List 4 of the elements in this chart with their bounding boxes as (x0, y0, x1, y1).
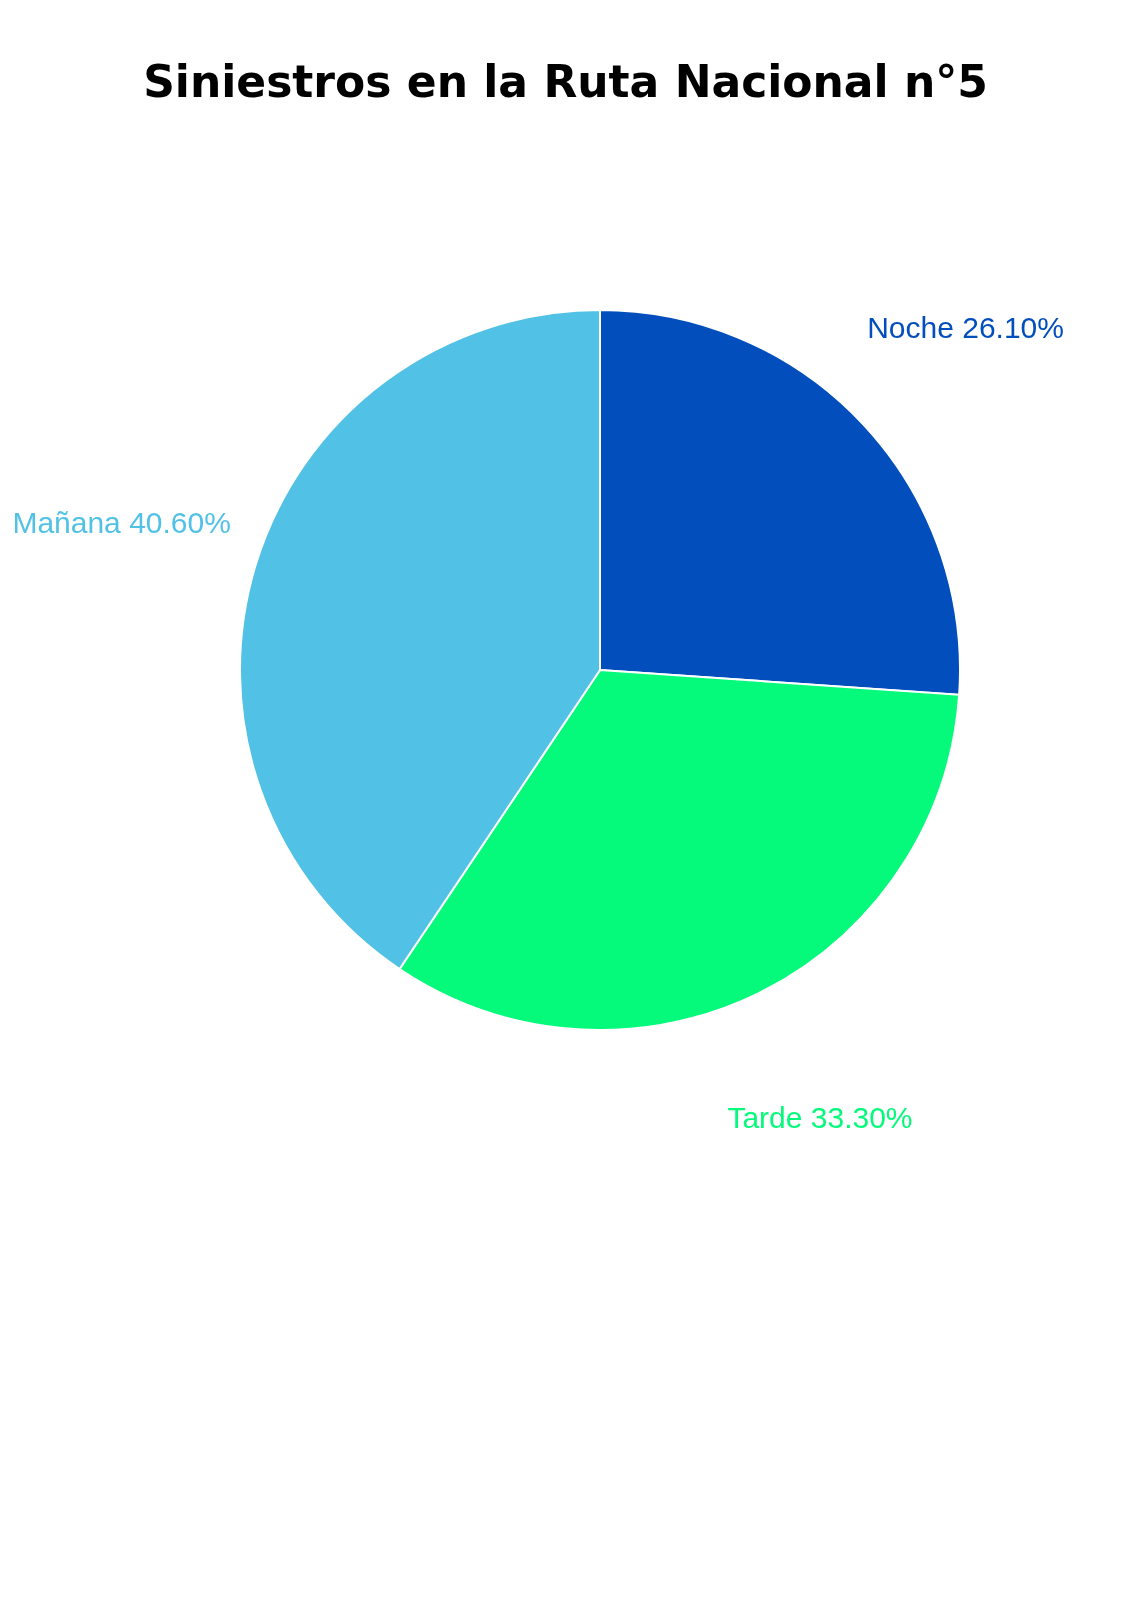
slice-label: Noche 26.10% (867, 310, 1064, 344)
chart-title: Siniestros en la Ruta Nacional n°5 (143, 56, 988, 107)
slice-label: Mañana 40.60% (12, 506, 231, 540)
slice-label: Tarde 33.30% (727, 1101, 913, 1135)
